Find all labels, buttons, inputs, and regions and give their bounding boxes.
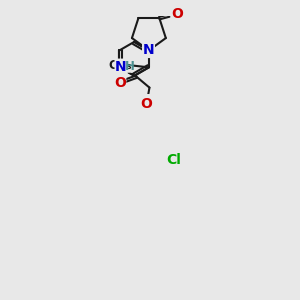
Text: CH₃: CH₃ <box>108 59 132 72</box>
Text: N: N <box>115 60 127 74</box>
Text: Cl: Cl <box>166 153 181 167</box>
Text: H: H <box>125 60 135 73</box>
Text: O: O <box>141 97 152 111</box>
Text: O: O <box>171 7 183 21</box>
Text: O: O <box>114 76 126 90</box>
Text: N: N <box>143 44 154 57</box>
